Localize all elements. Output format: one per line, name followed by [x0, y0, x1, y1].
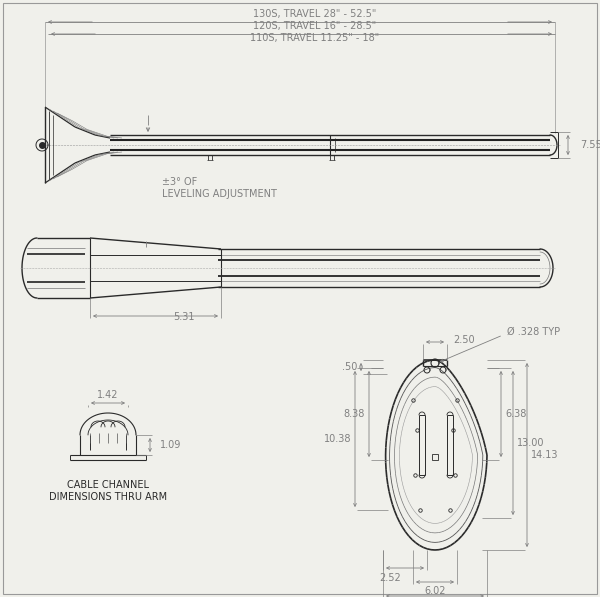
Text: ±3° OF
LEVELING ADJUSTMENT: ±3° OF LEVELING ADJUSTMENT	[162, 177, 277, 199]
Text: 6.02: 6.02	[424, 586, 446, 596]
Text: .50: .50	[341, 362, 357, 372]
Text: 1.42: 1.42	[97, 390, 119, 400]
Text: CABLE CHANNEL
DIMENSIONS THRU ARM: CABLE CHANNEL DIMENSIONS THRU ARM	[49, 480, 167, 501]
Text: 7.55: 7.55	[580, 140, 600, 150]
Text: 2.50: 2.50	[453, 335, 475, 345]
Bar	[432, 454, 438, 460]
Text: 120S, TRAVEL 16" - 28.5": 120S, TRAVEL 16" - 28.5"	[253, 21, 377, 31]
Text: 2.52: 2.52	[379, 573, 401, 583]
Text: 8.38: 8.38	[344, 409, 365, 419]
Text: 110S, TRAVEL 11.25" - 18": 110S, TRAVEL 11.25" - 18"	[250, 33, 380, 43]
Text: 6.38: 6.38	[505, 409, 526, 419]
Text: 130S, TRAVEL 28" - 52.5": 130S, TRAVEL 28" - 52.5"	[253, 9, 377, 19]
Text: 14.13: 14.13	[531, 450, 559, 460]
Text: Ø .328 TYP: Ø .328 TYP	[507, 327, 560, 337]
Text: 10.38: 10.38	[323, 434, 351, 444]
Text: 5.31: 5.31	[173, 312, 195, 322]
Text: 1.09: 1.09	[160, 440, 181, 450]
Text: 13.00: 13.00	[517, 438, 545, 448]
